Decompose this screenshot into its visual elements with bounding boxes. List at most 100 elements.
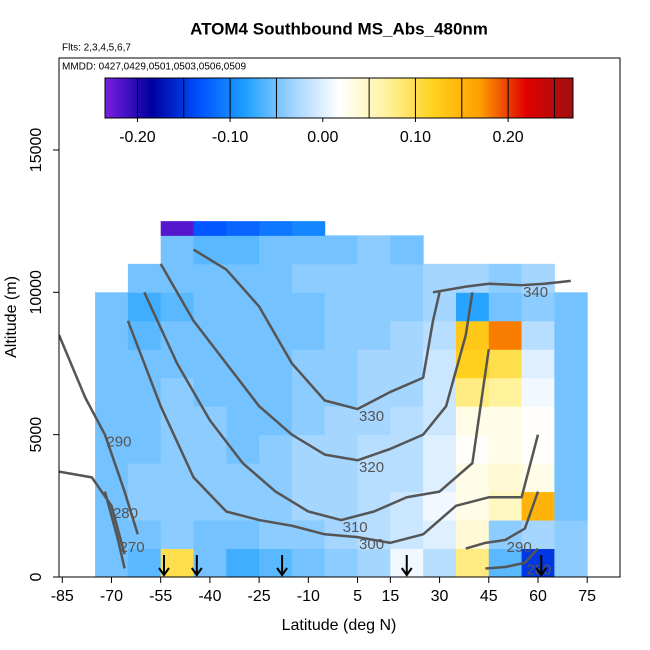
heat-cell	[390, 292, 424, 322]
heat-cell	[226, 221, 260, 236]
heat-cell	[259, 377, 293, 407]
contour-label: 300	[359, 536, 384, 553]
x-tick-label: -40	[198, 588, 221, 605]
heat-cell	[554, 320, 588, 350]
contour-line	[59, 334, 139, 535]
heat-cell	[226, 349, 260, 379]
x-tick-label: 45	[480, 588, 498, 605]
x-axis-label: Latitude (deg N)	[282, 617, 397, 634]
heat-cell	[488, 377, 523, 407]
heat-cell	[160, 406, 195, 436]
heat-cell	[226, 406, 260, 436]
heat-cell	[259, 434, 293, 464]
heat-cell	[160, 263, 195, 293]
heat-cell	[324, 463, 359, 493]
heatmap	[95, 221, 588, 577]
heat-cell	[488, 548, 523, 577]
colorbar-tick-label: 0.20	[493, 129, 524, 146]
heat-cell	[423, 520, 457, 550]
heat-cell	[324, 235, 359, 265]
heat-cell	[291, 320, 326, 350]
heat-cell	[127, 263, 162, 293]
heat-cell	[554, 434, 588, 464]
colorbar-tick-label: -0.20	[119, 129, 156, 146]
heat-cell	[423, 406, 457, 436]
x-tick-label: -10	[297, 588, 320, 605]
contour-line	[103, 491, 126, 569]
x-tick-label: -85	[51, 588, 74, 605]
plot-frame	[58, 57, 621, 578]
arrow	[535, 555, 548, 577]
heat-cell	[291, 235, 326, 265]
heat-cell	[160, 320, 195, 350]
heat-cell	[226, 520, 260, 550]
x-tick-label: 60	[529, 588, 547, 605]
heat-cell	[127, 463, 162, 493]
heat-cell	[357, 377, 391, 407]
heat-cell	[357, 263, 391, 293]
contour-label: 280	[526, 562, 551, 579]
heat-cell	[554, 292, 588, 322]
heat-cell	[488, 491, 523, 521]
heat-cell	[259, 463, 293, 493]
heat-cell	[127, 491, 162, 521]
contour-line	[126, 320, 540, 545]
heat-cell	[160, 491, 195, 521]
contour-label: 310	[343, 519, 368, 536]
arrow	[276, 555, 288, 577]
heat-cell	[521, 491, 555, 521]
heat-cell	[455, 320, 490, 350]
contour-label: 320	[359, 459, 384, 476]
heat-cell	[95, 434, 129, 464]
contour-label: 270	[120, 539, 145, 556]
heat-cell	[259, 263, 293, 293]
heat-cell	[324, 491, 359, 521]
heat-cell	[291, 221, 326, 236]
heat-cell	[390, 377, 424, 407]
heat-cell	[357, 235, 391, 265]
heat-cell	[160, 292, 195, 322]
x-tick-label: -55	[149, 588, 172, 605]
heat-cell	[455, 520, 490, 550]
heat-cell	[291, 548, 326, 577]
heat-cell	[193, 292, 227, 322]
contour-label: 290	[507, 539, 532, 556]
heat-cell	[390, 349, 424, 379]
heat-cell	[95, 377, 129, 407]
heat-cell	[226, 235, 260, 265]
contour-line	[432, 279, 571, 294]
heat-cell	[390, 463, 424, 493]
heat-cell	[193, 434, 227, 464]
heat-cell	[455, 548, 490, 577]
contour-line	[485, 547, 539, 570]
contour-line	[159, 263, 474, 462]
heat-cell	[324, 548, 359, 577]
heat-cell	[357, 406, 391, 436]
heat-cell	[127, 548, 162, 577]
heat-cell	[455, 491, 490, 521]
heat-cell	[95, 320, 129, 350]
x-tick-label: 15	[381, 588, 399, 605]
colorbar-tick-label: -0.10	[212, 129, 249, 146]
y-tick-label: 10000	[28, 270, 45, 315]
heat-cell	[259, 221, 293, 236]
heat-cell	[291, 349, 326, 379]
heat-cell	[291, 491, 326, 521]
heat-cell	[357, 463, 391, 493]
heat-cell	[488, 434, 523, 464]
heat-cell	[423, 349, 457, 379]
heat-cell	[291, 292, 326, 322]
subtitle: Flts: 2,3,4,5,6,7	[62, 43, 131, 54]
heat-cell	[160, 221, 195, 236]
heat-cell	[193, 221, 227, 236]
heat-cell	[554, 349, 588, 379]
heat-cell	[226, 548, 260, 577]
heat-cell	[488, 463, 523, 493]
heat-cell	[259, 235, 293, 265]
heat-cell	[554, 491, 588, 521]
heat-cell	[193, 463, 227, 493]
heat-cell	[423, 292, 457, 322]
heat-cell	[423, 434, 457, 464]
x-tick-label: 30	[431, 588, 449, 605]
heat-cell	[554, 377, 588, 407]
